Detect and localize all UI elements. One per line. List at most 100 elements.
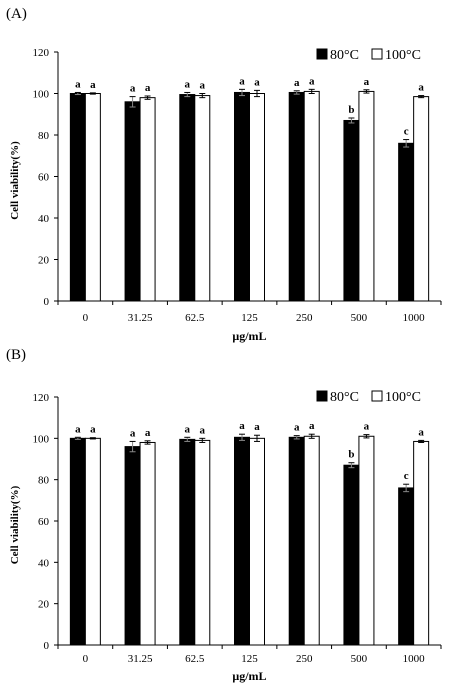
x-tick-label: 1000 xyxy=(403,312,426,324)
y-tick-label: 20 xyxy=(38,599,50,611)
bar-80c xyxy=(288,91,305,302)
significance-letter: a xyxy=(145,82,151,94)
y-tick-label: 80 xyxy=(38,475,50,487)
chart-panel-b: (B) 0 20 40 60 80 100 120 Cell viability(%) 0 31.… xyxy=(0,345,451,690)
x-tick-label: 0 xyxy=(83,312,89,324)
significance-letter: a xyxy=(200,424,206,436)
y-tick-label: 120 xyxy=(33,47,50,59)
y-axis-label: Cell viability(%) xyxy=(9,485,21,564)
significance-letter: a xyxy=(75,423,81,435)
y-tick-label: 80 xyxy=(38,130,50,142)
bar-chart-b: 0 20 40 60 80 100 120 Cell viability(%) 0 31.25 62… xyxy=(9,390,442,683)
bar-100c xyxy=(84,93,101,302)
bar-100c xyxy=(84,437,101,646)
significance-letter: a xyxy=(200,80,206,92)
legend-swatch-100c xyxy=(371,390,383,402)
significance-letter: b xyxy=(348,449,354,461)
y-tick-label: 120 xyxy=(33,392,50,404)
bar-100c xyxy=(303,435,320,646)
x-axis-label: μg/mL xyxy=(232,329,266,343)
bar-80c xyxy=(398,142,415,302)
significance-letter: a xyxy=(130,427,136,439)
bar-100c xyxy=(358,90,375,302)
bar-chart-a: 0 20 40 60 80 100 120 Cell viability(%) 0 31.25 62… xyxy=(9,47,442,343)
bar-100c xyxy=(139,441,156,646)
x-tick-label: 1000 xyxy=(403,653,426,665)
panel-label-a: (A) xyxy=(6,6,27,22)
bar-80c xyxy=(69,437,86,646)
legend-swatch-80c xyxy=(316,390,328,402)
significance-letter: a xyxy=(90,424,96,436)
significance-letter: c xyxy=(404,126,409,138)
significance-letter: a xyxy=(418,82,424,94)
bar-80c xyxy=(234,91,250,302)
bar-80c xyxy=(343,119,360,302)
significance-letter: a xyxy=(254,76,260,88)
bar-100c xyxy=(413,96,430,302)
y-tick-label: 60 xyxy=(38,516,50,528)
significance-letter: a xyxy=(294,422,300,434)
y-tick-label: 40 xyxy=(38,557,50,569)
legend-swatch-80c xyxy=(316,48,328,60)
y-tick-label: 100 xyxy=(33,433,50,445)
bar-100c xyxy=(358,435,375,646)
significance-letter: a xyxy=(185,78,191,90)
y-axis-label: Cell viability(%) xyxy=(9,141,21,220)
bar-80c xyxy=(398,487,415,646)
x-tick-label: 250 xyxy=(296,312,313,324)
x-tick-label: 0 xyxy=(83,653,89,665)
significance-letter: a xyxy=(185,423,191,435)
significance-letter: a xyxy=(364,76,370,88)
significance-letter: a xyxy=(75,78,81,90)
y-tick-label: 40 xyxy=(38,213,50,225)
x-tick-label: 125 xyxy=(241,312,258,324)
x-tick-label: 125 xyxy=(241,653,258,665)
bar-100c xyxy=(139,97,156,302)
x-tick-label: 31.25 xyxy=(128,653,153,665)
significance-letter: b xyxy=(348,104,354,116)
significance-letter: a xyxy=(239,75,245,87)
significance-letter: a xyxy=(294,77,300,89)
x-tick-label: 62.5 xyxy=(185,312,205,324)
bar-80c xyxy=(69,93,86,302)
significance-letter: a xyxy=(309,75,315,87)
x-tick-label: 31.25 xyxy=(128,312,153,324)
x-tick-label: 500 xyxy=(351,653,368,665)
legend-label-80c: 80°C xyxy=(330,390,359,405)
legend-label-80c: 80°C xyxy=(330,48,359,63)
significance-letter: a xyxy=(145,427,151,439)
chart-panel-a: (A) 0 20 40 60 80 100 120 Cell viability(%) 0 31.… xyxy=(6,6,442,343)
significance-letter: a xyxy=(90,79,96,91)
y-tick-label: 0 xyxy=(44,296,50,308)
bar-100c xyxy=(249,93,265,302)
significance-letter: a xyxy=(418,426,424,438)
bar-100c xyxy=(303,90,320,302)
bar-80c xyxy=(124,101,141,302)
bar-100c xyxy=(249,437,265,646)
bar-80c xyxy=(179,94,196,302)
x-axis-label: μg/mL xyxy=(232,669,266,683)
bar-80c xyxy=(124,446,141,646)
significance-letter: a xyxy=(130,83,136,95)
significance-letter: a xyxy=(239,420,245,432)
legend-label-100c: 100°C xyxy=(385,390,421,405)
significance-letter: a xyxy=(254,421,260,433)
bar-100c xyxy=(194,439,211,646)
significance-letter: a xyxy=(309,420,315,432)
x-tick-label: 500 xyxy=(351,312,368,324)
y-tick-label: 60 xyxy=(38,172,50,184)
significance-letter: a xyxy=(364,421,370,433)
y-tick-label: 20 xyxy=(38,255,50,267)
legend-label-100c: 100°C xyxy=(385,48,421,63)
bar-80c xyxy=(234,436,250,646)
x-tick-label: 250 xyxy=(296,653,313,665)
y-tick-label: 100 xyxy=(33,89,50,101)
bar-80c xyxy=(343,464,360,646)
legend-swatch-100c xyxy=(371,48,383,60)
significance-letter: c xyxy=(404,470,409,482)
bar-100c xyxy=(194,95,211,302)
y-tick-label: 0 xyxy=(44,640,50,652)
panel-label-b: (B) xyxy=(6,347,26,363)
bar-100c xyxy=(413,440,430,646)
bar-80c xyxy=(288,436,305,646)
